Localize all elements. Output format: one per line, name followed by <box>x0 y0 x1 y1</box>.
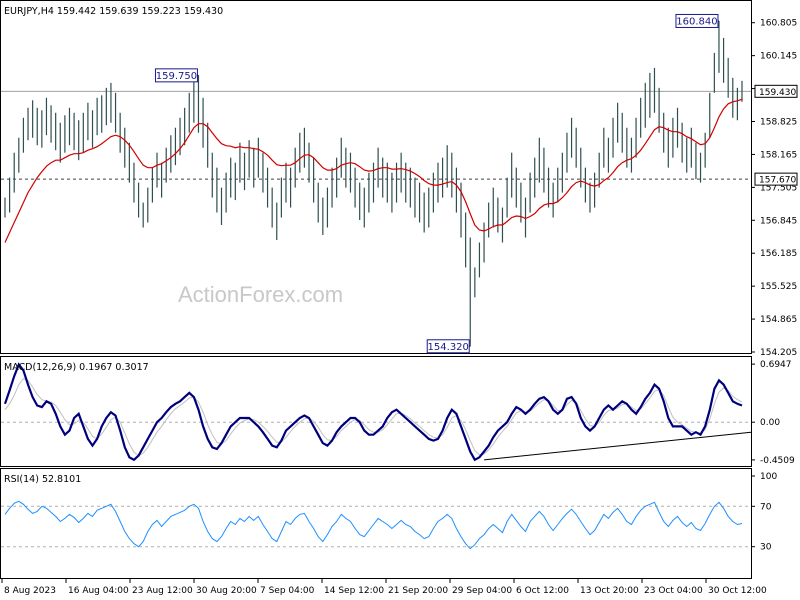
x-tick-label: 13 Oct 20:00 <box>580 586 639 596</box>
macd-trendline <box>483 431 752 461</box>
x-tick-label: 23 Oct 04:00 <box>644 586 703 596</box>
x-tick-label: 14 Sep 12:00 <box>324 586 384 596</box>
x-tick-label: 29 Sep 04:00 <box>452 586 512 596</box>
rsi-y-tick-label: 70 <box>760 502 772 512</box>
price-y-tick-label: 158.825 <box>760 118 797 128</box>
rsi-line <box>4 500 743 550</box>
price-y-tick-label: 156.185 <box>760 249 797 259</box>
x-tick-label: 6 Oct 12:00 <box>516 586 569 596</box>
macd-header: MACD(12,26,9) 0.1967 0.3017 <box>4 362 149 373</box>
price-flag <box>754 84 798 98</box>
annotation-box <box>154 68 198 83</box>
price-y-tick-label: 154.865 <box>760 315 797 325</box>
macd-signal-line <box>4 378 743 457</box>
rsi-panel-frame <box>0 468 752 579</box>
price-y-tick-label: 160.145 <box>760 52 797 62</box>
price-y-tick-label: 155.525 <box>760 282 797 292</box>
macd-y-tick-label: 0.6947 <box>760 360 792 370</box>
moving-average-line <box>4 98 743 243</box>
rsi-y-tick-label: 100 <box>760 472 777 482</box>
price-y-tick-label: 154.205 <box>760 348 797 358</box>
price-panel-frame <box>0 0 752 354</box>
price-y-tick-label: 160.805 <box>760 19 797 29</box>
macd-y-tick-label: 0.00 <box>760 418 780 428</box>
macd-panel-frame <box>0 356 752 467</box>
price-header: EURJPY,H4 159.442 159.639 159.223 159.43… <box>4 6 223 17</box>
price-flag-label: 159.430 <box>759 88 796 98</box>
annotation-box <box>675 13 719 28</box>
annotation-box <box>426 339 470 354</box>
x-tick-label: 8 Aug 2023 <box>4 586 56 596</box>
price-y-tick-label: 157.505 <box>760 183 797 193</box>
annotation-label: 159.750 <box>156 71 197 82</box>
price-flag-label: 157.670 <box>759 176 796 186</box>
macd-line <box>3 362 743 462</box>
x-tick-label: 30 Aug 20:00 <box>196 586 257 596</box>
price-y-tick-label: 156.845 <box>760 216 797 226</box>
annotation-label: 154.320 <box>428 342 469 353</box>
annotation-label: 160.840 <box>676 16 717 27</box>
price-y-tick-label: 158.165 <box>760 150 797 160</box>
x-tick-label: 7 Sep 04:00 <box>260 586 315 596</box>
price-flag <box>754 172 798 186</box>
rsi-header: RSI(14) 52.8101 <box>4 474 81 485</box>
x-tick-label: 16 Aug 04:00 <box>68 586 129 596</box>
x-tick-label: 21 Sep 20:00 <box>388 586 448 596</box>
watermark: ActionForex.com <box>178 282 343 307</box>
macd-y-tick-label: -0.4509 <box>760 456 795 466</box>
x-tick-label: 30 Oct 12:00 <box>708 586 767 596</box>
x-tick-label: 23 Aug 12:00 <box>132 586 193 596</box>
rsi-y-tick-label: 30 <box>760 543 772 553</box>
